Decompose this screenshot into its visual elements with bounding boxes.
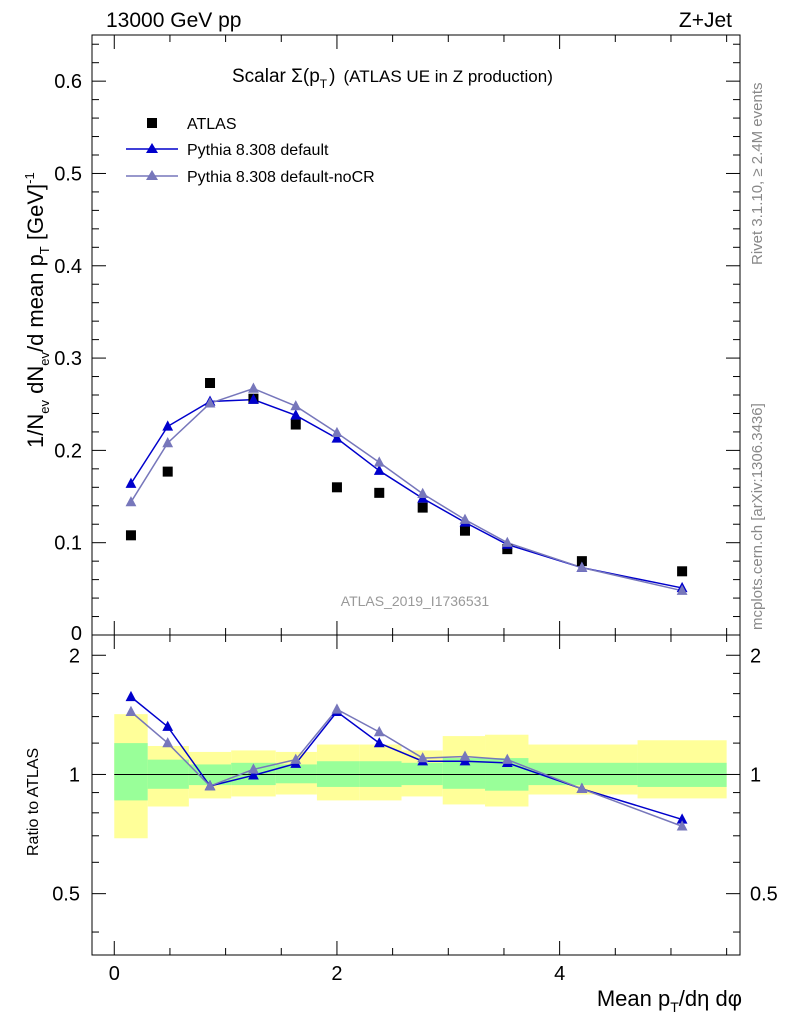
mc-point-nocr (162, 437, 174, 448)
mc-point-nocr (125, 496, 137, 507)
data-point-atlas (162, 466, 173, 477)
legend-label-atlas: ATLAS (187, 116, 237, 133)
mc-point-nocr (576, 561, 588, 572)
ratio-y-tick-label-right: 2 (750, 645, 761, 667)
ratio-point-nocr (417, 752, 429, 763)
plot-title-main: Scalar Σ(p (232, 66, 320, 87)
main-y-tick-label: 0.2 (54, 440, 82, 462)
legend-label-default: Pythia 8.308 default (187, 142, 329, 159)
ratio-y-tick-label-right: 1 (750, 764, 761, 786)
main-y-tick-label: 0.4 (54, 256, 82, 278)
ratio-point-nocr (331, 703, 343, 714)
ratio-band-inner (275, 764, 317, 784)
data-point-atlas (502, 544, 513, 555)
x-tick-label: 4 (554, 963, 565, 985)
main-panel-y-tick-labels: 0.1 0.2 0.3 0.4 0.5 0.6 0 (54, 71, 82, 645)
plot-title-close: ) (329, 66, 335, 87)
ratio-point-nocr (501, 753, 513, 764)
ratio-point-nocr (162, 737, 174, 748)
legend-marker-atlas (147, 118, 157, 128)
data-point-atlas (374, 487, 385, 498)
data-point-atlas (205, 378, 216, 388)
ratio-y-tick-label-right: 0.5 (750, 884, 778, 906)
legend-marker-default (146, 143, 158, 153)
main-y-tick-label: 0.6 (54, 71, 82, 93)
ratio-panel-ticks (92, 635, 740, 955)
plot-title: Scalar Σ(pT) (ATLAS UE in Z production) (232, 66, 553, 91)
mc-point-default (331, 432, 343, 443)
data-point-atlas (576, 556, 587, 567)
ratio-point-default (248, 769, 259, 780)
main-panel-ticks (92, 35, 740, 636)
analysis-watermark: ATLAS_2019_I1736531 (341, 593, 490, 609)
plot-title-suffix: (ATLAS UE in Z production) (343, 67, 552, 86)
ratio-line-nocr (130, 708, 683, 827)
ratio-point-default (125, 690, 137, 702)
ratio-point-default (162, 720, 174, 731)
x-axis-label: Mean pT/dη dφ (597, 986, 742, 1015)
main-y-axis-label: 1/Nev dNev/d mean pT [GeV]-1 (22, 172, 52, 448)
ratio-point-nocr (204, 780, 216, 791)
main-y-tick-label: 0.3 (54, 348, 82, 370)
ratio-series-layer (125, 690, 688, 831)
data-point-atlas (331, 482, 342, 493)
rivet-version-label: Rivet 3.1.10, ≥ 2.4M events (749, 83, 766, 266)
legend-marker-nocr (146, 170, 158, 180)
ratio-band-inner (114, 743, 148, 801)
mc-point-nocr (373, 456, 385, 467)
data-point-atlas (677, 566, 688, 577)
mc-point-default (248, 393, 259, 404)
ratio-point-default (373, 737, 385, 748)
ratio-y-tick-label-left: 2 (69, 645, 80, 667)
ratio-point-nocr (248, 763, 259, 774)
ratio-y-tick-label-left: 1 (69, 764, 80, 786)
main-y-tick-label-zero: 0 (71, 623, 82, 645)
ratio-point-nocr (459, 750, 471, 761)
ratio-point-nocr (125, 705, 137, 716)
ratio-point-nocr (373, 726, 385, 737)
header-left-label: 13000 GeV pp (106, 9, 241, 32)
mc-point-nocr (459, 513, 471, 524)
mc-point-nocr (331, 426, 343, 438)
mc-point-nocr (417, 487, 429, 498)
ratio-panel-frame (91, 634, 741, 956)
mcplots-label: mcplots.cern.ch [arXiv:1306.3436] (749, 403, 766, 630)
data-point-atlas (459, 525, 470, 536)
ratio-point-default (676, 813, 688, 824)
data-point-atlas (125, 530, 136, 541)
mc-point-nocr (248, 382, 259, 393)
main-series-layer (125, 378, 688, 595)
mc-point-default (125, 477, 137, 488)
main-line-nocr (130, 387, 683, 592)
ratio-point-nocr (676, 820, 688, 831)
legend: ATLAS Pythia 8.308 default Pythia 8.308 … (126, 116, 375, 186)
main-y-tick-label: 0.1 (54, 533, 82, 555)
mc-point-nocr (676, 584, 688, 595)
data-point-atlas (290, 419, 301, 430)
ratio-point-nocr (290, 753, 302, 764)
ratio-line-default (130, 696, 683, 821)
mc-point-default (290, 409, 302, 420)
legend-label-nocr: Pythia 8.308 default-noCR (187, 169, 375, 186)
x-tick-labels: 0 2 4 (109, 963, 565, 985)
header-right-label: Z+Jet (679, 9, 732, 32)
mc-point-default (373, 464, 385, 475)
ratio-panel-y-tick-labels: 0.5 0.5 1 1 2 2 (52, 645, 778, 905)
main-line-default (130, 398, 683, 589)
ratio-y-tick-label-left: 0.5 (52, 884, 80, 906)
x-tick-label: 2 (331, 963, 342, 985)
mc-point-nocr (204, 397, 216, 408)
data-point-atlas (417, 502, 428, 513)
x-tick-label: 0 (109, 963, 120, 985)
plot-title-subscript: T (320, 77, 328, 91)
mc-point-default (162, 420, 174, 431)
ratio-y-axis-label: Ratio to ATLAS (25, 748, 42, 856)
ratio-point-nocr (576, 782, 588, 793)
main-y-tick-label: 0.5 (54, 163, 82, 185)
mc-point-nocr (501, 536, 513, 547)
ratio-uncertainty-bands (114, 714, 727, 839)
mc-point-nocr (290, 400, 302, 411)
